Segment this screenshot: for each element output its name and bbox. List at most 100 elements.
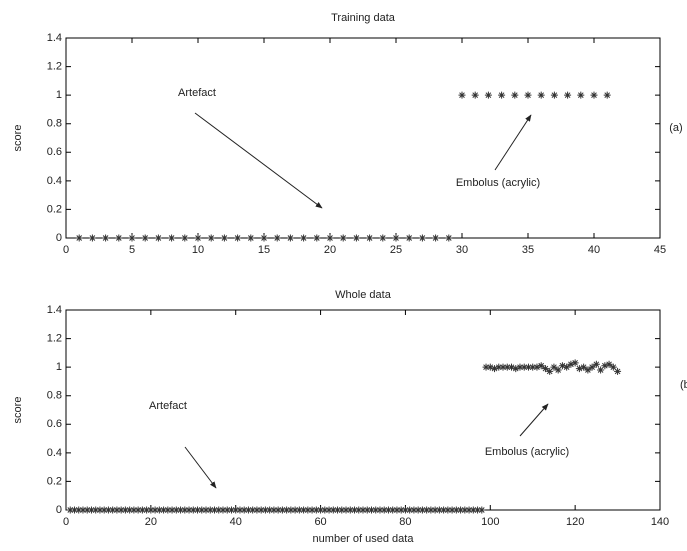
y-tick-label: 0.6 [47, 418, 62, 430]
marker [215, 506, 223, 514]
marker [202, 506, 210, 514]
marker [286, 234, 294, 242]
marker [571, 359, 579, 367]
marker [100, 506, 108, 514]
marker [461, 506, 469, 514]
marker [529, 363, 537, 371]
marker [194, 506, 202, 514]
x-tick-label: 40 [588, 244, 600, 256]
marker [367, 506, 375, 514]
marker [537, 91, 545, 99]
marker [384, 506, 392, 514]
y-tick-label: 1.4 [47, 32, 62, 44]
marker [274, 506, 282, 514]
marker [219, 506, 227, 514]
marker [130, 506, 138, 514]
marker [469, 506, 477, 514]
marker [278, 506, 286, 514]
marker [117, 506, 125, 514]
marker [198, 506, 206, 514]
marker [603, 91, 611, 99]
marker [185, 506, 193, 514]
marker [240, 506, 248, 514]
marker [520, 363, 528, 371]
marker [575, 365, 583, 373]
marker [291, 506, 299, 514]
marker [564, 91, 572, 99]
marker [329, 506, 337, 514]
arrow [184, 446, 217, 489]
marker [440, 506, 448, 514]
marker [418, 506, 426, 514]
marker [482, 363, 490, 371]
marker [554, 366, 562, 374]
marker [155, 506, 163, 514]
marker [471, 91, 479, 99]
marker [270, 506, 278, 514]
x-tick-label: 120 [566, 516, 584, 528]
marker [605, 360, 613, 368]
marker [524, 91, 532, 99]
marker [541, 365, 549, 373]
marker [313, 234, 321, 242]
marker [211, 506, 218, 514]
marker [113, 506, 121, 514]
x-tick-label: 25 [390, 244, 402, 256]
marker [410, 506, 418, 514]
marker [308, 506, 316, 514]
x-tick-label: 15 [258, 244, 270, 256]
marker [236, 506, 244, 514]
marker [512, 365, 520, 373]
marker [75, 506, 83, 514]
marker [87, 506, 95, 514]
marker [257, 506, 265, 514]
y-tick-label: 0 [56, 232, 62, 244]
marker [376, 506, 384, 514]
x-tick-label: 5 [129, 244, 135, 256]
marker [339, 234, 347, 242]
marker [379, 234, 387, 242]
marker [435, 506, 443, 514]
plot-frame [65, 37, 661, 239]
y-tick-label: 1.2 [47, 60, 62, 72]
marker [138, 506, 146, 514]
marker [372, 506, 380, 514]
marker [334, 506, 342, 514]
x-tick-label: 0 [63, 516, 69, 528]
marker [109, 506, 117, 514]
marker [295, 506, 303, 514]
x-tick-label: 10 [192, 244, 204, 256]
marker [172, 506, 180, 514]
x-tick-label: 80 [399, 516, 411, 528]
marker [503, 363, 511, 371]
marker [312, 506, 320, 514]
marker [465, 506, 473, 514]
marker [247, 234, 255, 242]
marker [563, 363, 571, 371]
marker [432, 234, 440, 242]
marker [392, 234, 400, 242]
marker [393, 506, 401, 514]
marker [474, 506, 482, 514]
marker [359, 506, 367, 514]
x-axis-label: number of used data [313, 533, 415, 545]
y-tick-label: 1 [56, 361, 62, 373]
marker [406, 506, 414, 514]
x-tick-label: 20 [324, 244, 336, 256]
marker [508, 363, 515, 371]
arrow [194, 112, 323, 209]
x-tick-label: 45 [654, 244, 666, 256]
marker [352, 234, 360, 242]
marker [234, 234, 242, 242]
marker [427, 506, 435, 514]
x-tick-label: 35 [522, 244, 534, 256]
marker [405, 234, 413, 242]
marker [567, 360, 575, 368]
annotation: Embolus (acrylic) [456, 177, 540, 189]
marker [495, 363, 503, 371]
marker [342, 506, 350, 514]
marker [160, 506, 168, 514]
marker [458, 91, 466, 99]
marker [614, 367, 622, 375]
marker [177, 506, 185, 514]
